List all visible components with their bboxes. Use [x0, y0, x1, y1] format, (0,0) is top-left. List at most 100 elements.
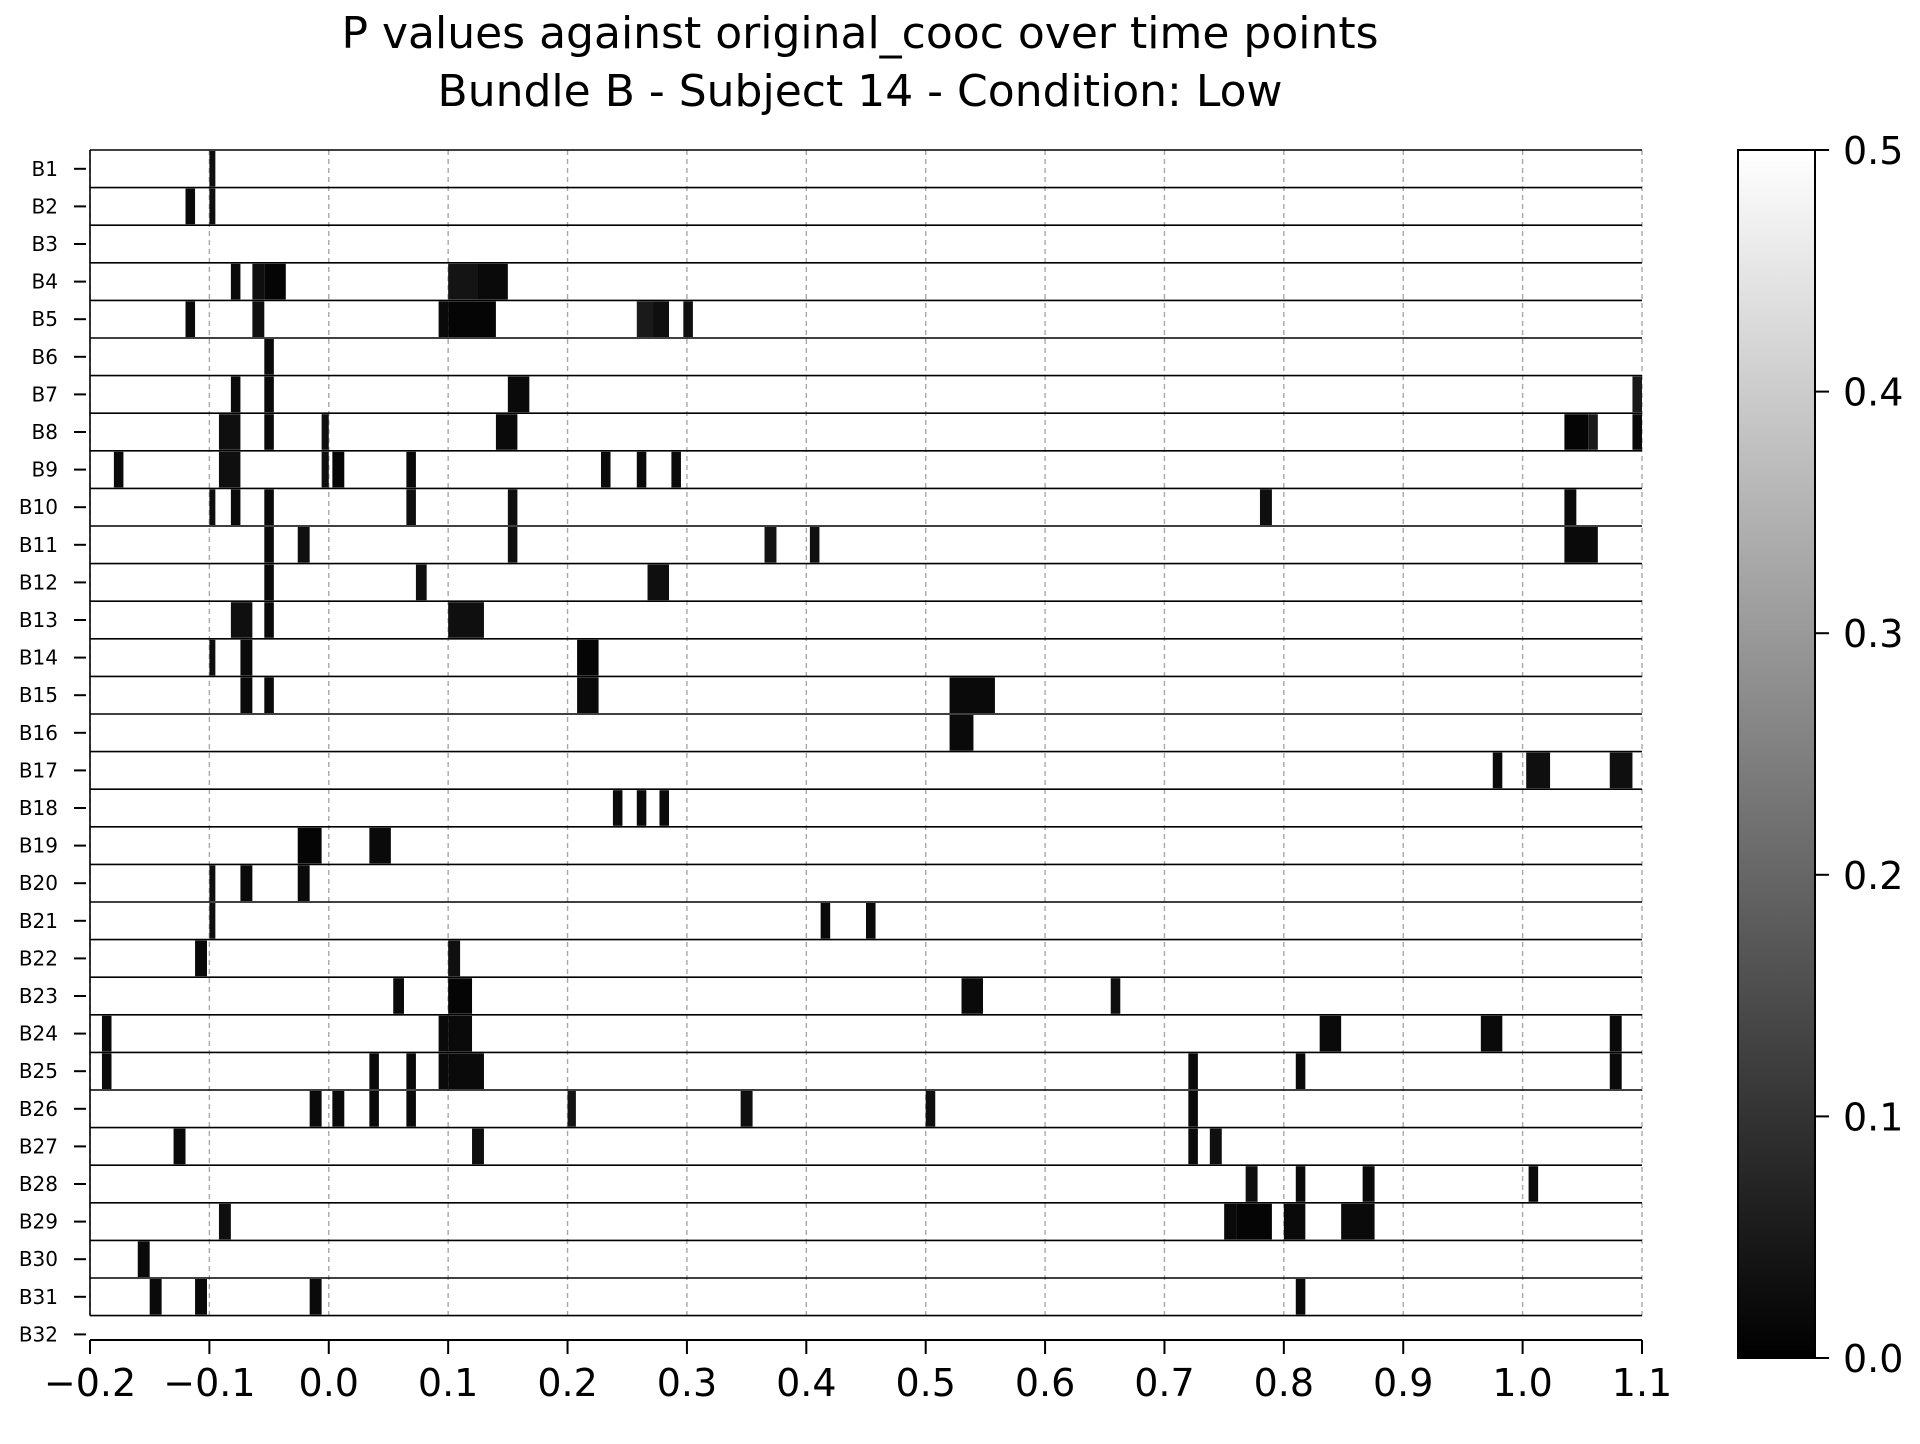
pvalue-cell	[209, 489, 216, 525]
y-tick-label: B8	[32, 420, 58, 444]
pvalue-cell	[925, 1091, 936, 1127]
pvalue-cell	[671, 451, 681, 488]
x-tick-label: 1.0	[1492, 1361, 1552, 1405]
pvalue-cell	[321, 414, 329, 450]
pvalue-cell	[438, 1053, 449, 1089]
pvalue-cell	[113, 451, 124, 488]
pvalue-cell	[230, 602, 253, 638]
pvalue-cell	[507, 376, 530, 413]
pvalue-cell	[448, 301, 496, 337]
pvalue-cell	[438, 1015, 449, 1052]
pvalue-cell	[478, 263, 508, 300]
x-tick-label: 0.4	[776, 1361, 836, 1405]
pvalue-cell	[448, 263, 478, 300]
pvalue-cell	[1188, 1128, 1198, 1165]
pvalue-cell	[495, 414, 518, 450]
pvalue-cell	[636, 790, 647, 826]
x-tick-label: 0.9	[1373, 1361, 1433, 1405]
pvalue-cell	[264, 414, 274, 450]
pvalue-cell	[264, 564, 274, 601]
colorbar-tick-label: 0.1	[1843, 1095, 1903, 1139]
pvalue-cell	[264, 263, 286, 300]
pvalue-cell	[240, 865, 253, 901]
pvalue-cell	[264, 527, 274, 563]
pvalue-cell	[240, 677, 253, 713]
pvalue-cell	[1295, 1166, 1306, 1202]
pvalue-cell	[1188, 1091, 1198, 1127]
y-tick-label: B7	[32, 382, 58, 406]
y-tick-label: B12	[19, 570, 58, 594]
pvalue-cell	[1492, 752, 1503, 789]
pvalue-cell	[393, 978, 404, 1014]
y-tick-label: B6	[32, 345, 58, 369]
pvalue-cell	[949, 715, 974, 751]
pvalue-cell	[332, 1091, 345, 1127]
x-tick-label: 0.6	[1015, 1361, 1075, 1405]
pvalue-cell	[264, 677, 274, 713]
pvalue-cell	[332, 451, 345, 488]
y-tick-label: B29	[19, 1210, 58, 1234]
pvalue-cell	[1245, 1166, 1258, 1202]
pvalue-cell	[406, 489, 416, 525]
y-tick-label: B5	[32, 307, 58, 331]
y-tick-label: B9	[32, 458, 58, 482]
pvalue-cell	[406, 451, 416, 488]
pvalue-cell	[1236, 1203, 1272, 1240]
pvalue-cell	[448, 978, 473, 1014]
pvalue-cell	[173, 1128, 186, 1165]
x-tick-label: 0.1	[418, 1361, 478, 1405]
pvalue-cell	[1283, 1203, 1306, 1240]
pvalue-cell	[1295, 1279, 1306, 1315]
pvalue-cell	[195, 940, 207, 977]
pvalue-cell	[1528, 1166, 1539, 1202]
pvalue-cell	[252, 301, 265, 337]
x-tick-label: 0.7	[1134, 1361, 1194, 1405]
pvalue-cell	[101, 1053, 112, 1089]
chart-title-line1: P values against original_cooc over time…	[341, 8, 1378, 59]
pvalue-cell	[1259, 489, 1272, 525]
pvalue-cell	[218, 1203, 231, 1240]
pvalue-cell	[1564, 527, 1598, 563]
pvalue-cell	[309, 1091, 322, 1127]
pvalue-cell	[230, 263, 241, 300]
pvalue-cell	[820, 903, 831, 939]
x-tick-label: 0.8	[1254, 1361, 1314, 1405]
pvalue-cell	[438, 301, 449, 337]
y-tick-label: B18	[19, 796, 58, 820]
pvalue-cell	[1362, 1166, 1375, 1202]
pvalue-cell	[1588, 414, 1598, 450]
pvalue-cell	[612, 790, 623, 826]
pvalue-cell	[406, 1091, 416, 1127]
pvalue-cell	[252, 263, 265, 300]
pvalue-cell	[264, 376, 274, 413]
pvalue-cell	[185, 188, 196, 225]
pvalue-cell	[185, 301, 196, 337]
pvalue-cell	[415, 564, 427, 601]
pvalue-cell	[1632, 414, 1642, 450]
y-tick-label: B15	[19, 683, 58, 707]
pvalue-cell	[448, 1053, 484, 1089]
y-tick-label: B17	[19, 758, 58, 782]
y-tick-label: B4	[32, 270, 58, 294]
pvalue-cell	[230, 489, 241, 525]
pvalue-cell	[321, 451, 329, 488]
pvalue-cell	[1526, 752, 1551, 789]
pvalue-cell	[230, 376, 241, 413]
y-tick-label: B26	[19, 1097, 58, 1121]
y-tick-label: B2	[32, 194, 58, 218]
pvalue-cell	[961, 978, 983, 1014]
pvalue-cell	[209, 188, 216, 225]
pvalue-cell	[297, 865, 310, 901]
chart-title-line2: Bundle B - Subject 14 - Condition: Low	[438, 66, 1283, 117]
pvalue-cell	[1319, 1015, 1342, 1052]
pvalue-cell	[209, 639, 216, 676]
plot-area: B1 B2 B3 B4 B5 B6 B7 B8 B9 B10 B11 B12 B13 B14 B15 B16 B…	[19, 149, 1672, 1405]
y-tick-label: B11	[19, 533, 58, 557]
y-tick-label: B22	[19, 946, 58, 970]
pvalue-cell	[472, 1128, 484, 1165]
x-tick-label: 0.0	[299, 1361, 359, 1405]
y-tick-label: B21	[19, 909, 58, 933]
pvalue-cell	[949, 677, 995, 713]
x-tick-label: 1.1	[1612, 1361, 1672, 1405]
pvalue-cell	[507, 489, 518, 525]
